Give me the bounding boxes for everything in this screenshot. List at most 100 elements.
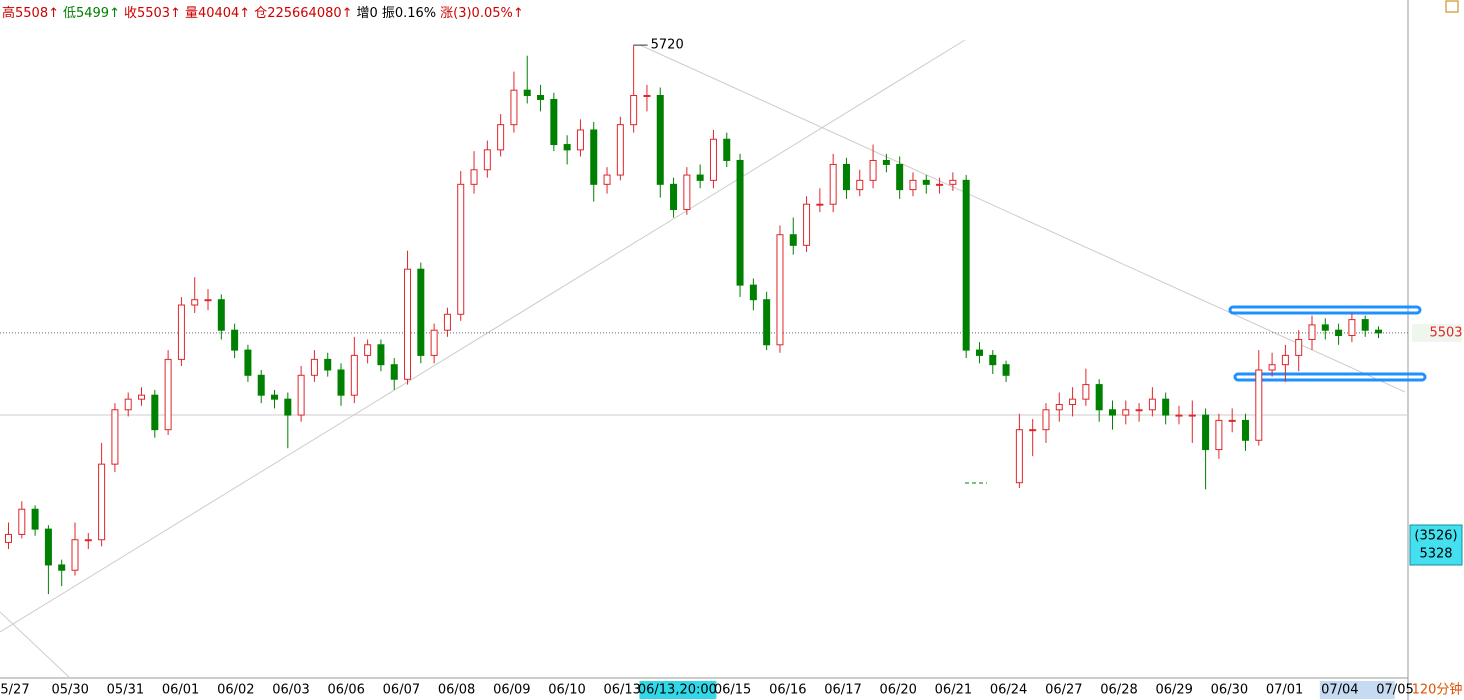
x-tick-label: 06/20 [879, 683, 916, 698]
x-tick-label: 06/02 [217, 683, 254, 698]
candle-body [98, 463, 106, 541]
candle-body [1321, 324, 1329, 331]
candle-body [1108, 409, 1116, 416]
candle-body [324, 358, 332, 371]
candle-body [696, 174, 704, 181]
candle-body [723, 138, 731, 161]
candle-body [1268, 364, 1276, 371]
candle-body [1095, 384, 1103, 411]
candle-body [842, 163, 850, 191]
candle-body [1135, 409, 1143, 412]
candle-body [776, 234, 784, 346]
candle-body [337, 369, 345, 396]
candle-body [1375, 329, 1382, 334]
x-tick-label: 05/30 [51, 683, 88, 698]
candle-body [204, 299, 212, 302]
x-tick-label: 06/27 [1045, 683, 1082, 698]
x-tick-label: 06/16 [769, 683, 806, 698]
x-tick-label: 06/08 [438, 683, 475, 698]
candle-body [151, 394, 159, 431]
candle-body [1175, 414, 1183, 417]
candle-body [404, 268, 412, 380]
candle-body [497, 124, 505, 151]
candle-body [350, 354, 358, 396]
candle-body [1295, 338, 1303, 356]
candle-body [297, 374, 305, 416]
candle-body [1082, 384, 1090, 400]
candle-body [1202, 414, 1210, 451]
candle-body [1029, 429, 1037, 432]
candle-body [18, 508, 26, 535]
x-tick-label: 5/27 [0, 683, 29, 698]
header-item: 增0 [356, 6, 378, 21]
candle-body [936, 183, 944, 186]
header-item: 高5508↑ [2, 6, 59, 21]
date-highlight [1319, 681, 1395, 699]
candle-body [217, 299, 225, 331]
candle-body [164, 358, 172, 431]
max-label: 5720 [651, 38, 684, 53]
x-tick-label: 06/30 [1211, 683, 1248, 698]
candle-body [1348, 319, 1356, 337]
candle-body [962, 179, 970, 351]
candle-body [749, 284, 757, 301]
candle-body [882, 159, 890, 165]
candle-body [390, 364, 398, 380]
x-tick-label: 06/01 [162, 683, 199, 698]
candle-body [1215, 419, 1223, 451]
x-tick-label: 06/06 [327, 683, 364, 698]
candle-body [1055, 403, 1063, 411]
candle-body [763, 299, 771, 346]
header-item: 振0.16% [381, 6, 437, 21]
candle-body [257, 374, 265, 396]
candle-body [670, 183, 678, 211]
candle-body [364, 344, 372, 356]
candle-body [869, 159, 877, 181]
header-item: 低5499↑ [62, 6, 120, 21]
candle-body [510, 89, 518, 126]
candle-body [736, 159, 744, 286]
candle-body [1002, 364, 1010, 376]
period: 120分钟 [1412, 682, 1463, 698]
header-item: 仓225664080↑ [254, 6, 353, 21]
box-highlight [1228, 305, 1422, 315]
candle-body [1015, 429, 1023, 484]
candle-body [430, 329, 438, 356]
candle-body [457, 183, 465, 315]
x-tick-label: 06/09 [493, 683, 530, 698]
last-price-label: 5503 [1429, 325, 1462, 340]
cursor-date-bg [639, 681, 717, 699]
last-price-bg [1412, 323, 1462, 342]
x-tick-label: 06/28 [1100, 683, 1137, 698]
trend-line [0, 39, 966, 633]
candle-body [630, 94, 638, 126]
x-tick-label: 07/04 [1321, 683, 1358, 698]
x-tick-label: 06/15 [714, 683, 751, 698]
x-tick-label: 06/10 [548, 683, 585, 698]
cursor-box [1409, 524, 1463, 566]
trend-line [639, 44, 1406, 393]
trend-line [0, 611, 71, 679]
candle-body [709, 138, 717, 181]
candle-body [470, 169, 478, 185]
candle-body [949, 179, 957, 185]
candle-body [177, 304, 185, 360]
candle-body [537, 94, 545, 100]
candle-body [58, 564, 66, 571]
x-tick-label: 06/17 [824, 683, 861, 698]
candle-body [284, 398, 292, 416]
candle-body [856, 179, 864, 191]
candle-body [1241, 419, 1249, 441]
x-tick-label: 06/24 [990, 683, 1027, 698]
candle-body [683, 174, 691, 211]
candle-body [1042, 409, 1050, 431]
cursor-count: (3526) [1414, 529, 1457, 544]
x-tick-label: 05/31 [107, 683, 144, 698]
icon[interactable] [1445, 0, 1459, 13]
candle-body [896, 163, 904, 191]
x-tick-label: 07/01 [1266, 683, 1303, 698]
candle-body [483, 149, 491, 171]
candle-body [1162, 398, 1170, 416]
